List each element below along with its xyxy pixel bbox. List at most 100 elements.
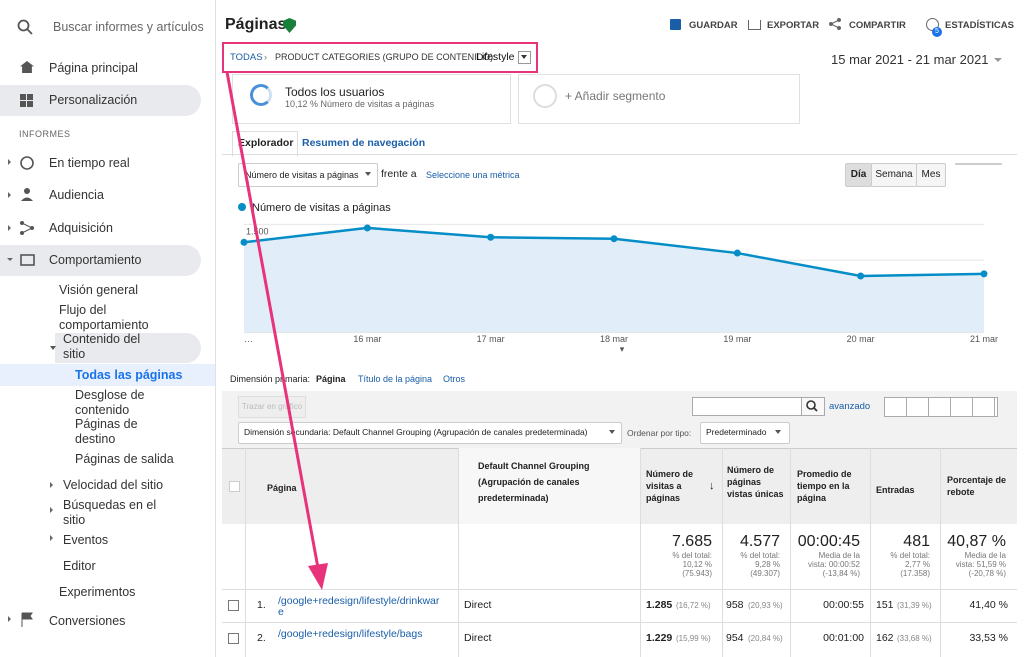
pageviews: 1.229 bbox=[646, 632, 673, 644]
nav-item[interactable]: Conversiones bbox=[49, 614, 126, 628]
nav-item[interactable]: Adquisición bbox=[49, 221, 113, 235]
point bbox=[733, 249, 741, 257]
column-header[interactable]: Página bbox=[267, 483, 297, 493]
tab[interactable]: Resumen de navegación bbox=[302, 137, 426, 149]
view-buttons[interactable] bbox=[884, 397, 998, 417]
x-tick-label: 21 mar bbox=[970, 334, 998, 344]
dimension-option[interactable]: Otros bbox=[443, 374, 466, 384]
page-link[interactable]: /google+redesign/lifestyle/drinkware bbox=[278, 595, 440, 618]
nav-item[interactable]: Búsquedas en el sitio bbox=[63, 498, 157, 527]
nav-item[interactable]: Página principal bbox=[49, 61, 138, 75]
nav-highlight bbox=[55, 333, 201, 363]
entrances: 162 bbox=[876, 632, 894, 644]
metric-link[interactable]: Seleccione una métrica bbox=[426, 170, 520, 180]
x-tick-label: 19 mar bbox=[723, 334, 751, 344]
nav-item[interactable]: Todas las páginas bbox=[75, 368, 183, 382]
point bbox=[363, 224, 371, 232]
breadcrumb-link[interactable]: TODAS bbox=[230, 52, 263, 63]
column-header[interactable]: Promedio de tiempo en la página bbox=[797, 469, 852, 503]
total-note: Media de la vista: 51,59 % (-20,78 %) bbox=[955, 551, 1006, 578]
nav-item[interactable]: Contenido del sitio bbox=[63, 332, 141, 361]
total-value: 4.577 bbox=[739, 533, 780, 550]
row-index: 1. bbox=[257, 599, 266, 611]
nav-item[interactable]: Páginas de destino bbox=[75, 417, 138, 446]
page-link[interactable]: /google+redesign/lifestyle/bags bbox=[278, 628, 423, 640]
nav-item[interactable]: Velocidad del sitio bbox=[63, 478, 164, 492]
avg-time: 00:00:55 bbox=[823, 599, 864, 611]
checkbox[interactable] bbox=[228, 633, 239, 644]
column-header[interactable]: Porcentaje de rebote bbox=[947, 475, 1007, 497]
nav-item[interactable]: Comportamiento bbox=[49, 253, 142, 267]
sort-select[interactable] bbox=[700, 422, 790, 444]
entrances: 151 bbox=[876, 599, 894, 611]
carets bbox=[50, 482, 53, 541]
total-value: 00:00:45 bbox=[797, 533, 860, 550]
legend-label: Número de visitas a páginas bbox=[252, 202, 391, 214]
secondary-label: Dimensión secundaria: Default Channel Gr… bbox=[244, 427, 588, 437]
x-tick-label: 18 mar bbox=[600, 334, 628, 344]
dimension-option[interactable]: Título de la página bbox=[358, 374, 433, 384]
save-icon bbox=[670, 19, 681, 30]
point bbox=[487, 233, 495, 241]
nav-item[interactable]: Visión general bbox=[59, 283, 138, 297]
nav-item[interactable]: Eventos bbox=[63, 533, 109, 547]
area bbox=[244, 227, 984, 332]
entrances-pct: (33,68 %) bbox=[897, 634, 932, 643]
caret bbox=[609, 430, 615, 437]
action[interactable]: EXPORTAR bbox=[767, 20, 820, 31]
period-button[interactable]: Semana bbox=[871, 163, 917, 187]
page-title: Páginas bbox=[225, 16, 287, 33]
period-button[interactable]: Mes bbox=[916, 163, 946, 187]
nav-item[interactable]: Editor bbox=[63, 559, 96, 573]
pageviews: 1.285 bbox=[646, 599, 673, 611]
tab[interactable]: Explorador bbox=[238, 137, 294, 149]
nav-item[interactable]: Desglose de contenido bbox=[75, 388, 145, 417]
secondary-select[interactable] bbox=[238, 422, 622, 444]
channel: Direct bbox=[464, 599, 492, 611]
total-value: 7.685 bbox=[671, 533, 712, 550]
action[interactable]: COMPARTIR bbox=[849, 20, 906, 31]
sort-value: Predeterminado bbox=[706, 427, 767, 437]
nav-item[interactable]: En tiempo real bbox=[49, 156, 130, 170]
x-tick-label: 20 mar bbox=[847, 334, 875, 344]
unique-views: 954 bbox=[726, 632, 744, 644]
dropdown[interactable] bbox=[518, 51, 531, 64]
checkbox[interactable] bbox=[228, 600, 239, 611]
action[interactable]: ESTADÍSTICAS bbox=[945, 20, 1014, 31]
column-header[interactable]: Entradas bbox=[876, 485, 915, 495]
unique-pct: (20,93 %) bbox=[748, 601, 783, 610]
nav-item[interactable]: Flujo del comportamiento bbox=[59, 303, 149, 332]
add-segment[interactable]: + Añadir segmento bbox=[565, 89, 666, 103]
search-box[interactable]: Buscar informes y artículos bbox=[53, 20, 204, 34]
legend-swatch bbox=[238, 203, 246, 211]
share-icon bbox=[829, 18, 841, 30]
date-range[interactable]: 15 mar 2021 - 21 mar 2021 bbox=[831, 52, 989, 67]
bounce-rate: 33,53 % bbox=[969, 632, 1008, 644]
checkbox[interactable] bbox=[229, 481, 240, 492]
advanced-link[interactable]: avanzado bbox=[829, 401, 871, 412]
export-icon bbox=[748, 20, 761, 30]
dimension-option[interactable]: Página bbox=[316, 374, 346, 384]
metric-select[interactable] bbox=[238, 163, 378, 187]
period-button[interactable]: Día bbox=[845, 163, 872, 187]
search-button[interactable] bbox=[801, 397, 825, 416]
divider bbox=[222, 154, 1017, 155]
column-header[interactable]: Número de páginas vistas únicas bbox=[727, 465, 784, 499]
pageviews-pct: (15,99 %) bbox=[676, 634, 711, 643]
entrances-pct: (31,39 %) bbox=[897, 601, 932, 610]
nav-item[interactable]: Páginas de salida bbox=[75, 452, 174, 466]
unique-pct: (20,84 %) bbox=[748, 634, 783, 643]
column-header[interactable]: Número de visitas a páginas bbox=[646, 469, 694, 503]
nav-item[interactable]: Personalización bbox=[49, 93, 138, 107]
caret bbox=[994, 58, 1002, 66]
action[interactable]: GUARDAR bbox=[689, 20, 738, 31]
segment-card[interactable] bbox=[518, 74, 800, 124]
highlight-box bbox=[222, 42, 538, 73]
segment-icon bbox=[250, 84, 272, 106]
nav-item[interactable]: Audiencia bbox=[49, 188, 104, 202]
chart-type-button[interactable] bbox=[978, 163, 1002, 165]
sort-arrow: ↓ bbox=[709, 480, 715, 492]
nav-item[interactable]: Experimentos bbox=[59, 585, 136, 599]
column-header[interactable]: Default Channel Grouping (Agrupación de … bbox=[478, 461, 590, 503]
